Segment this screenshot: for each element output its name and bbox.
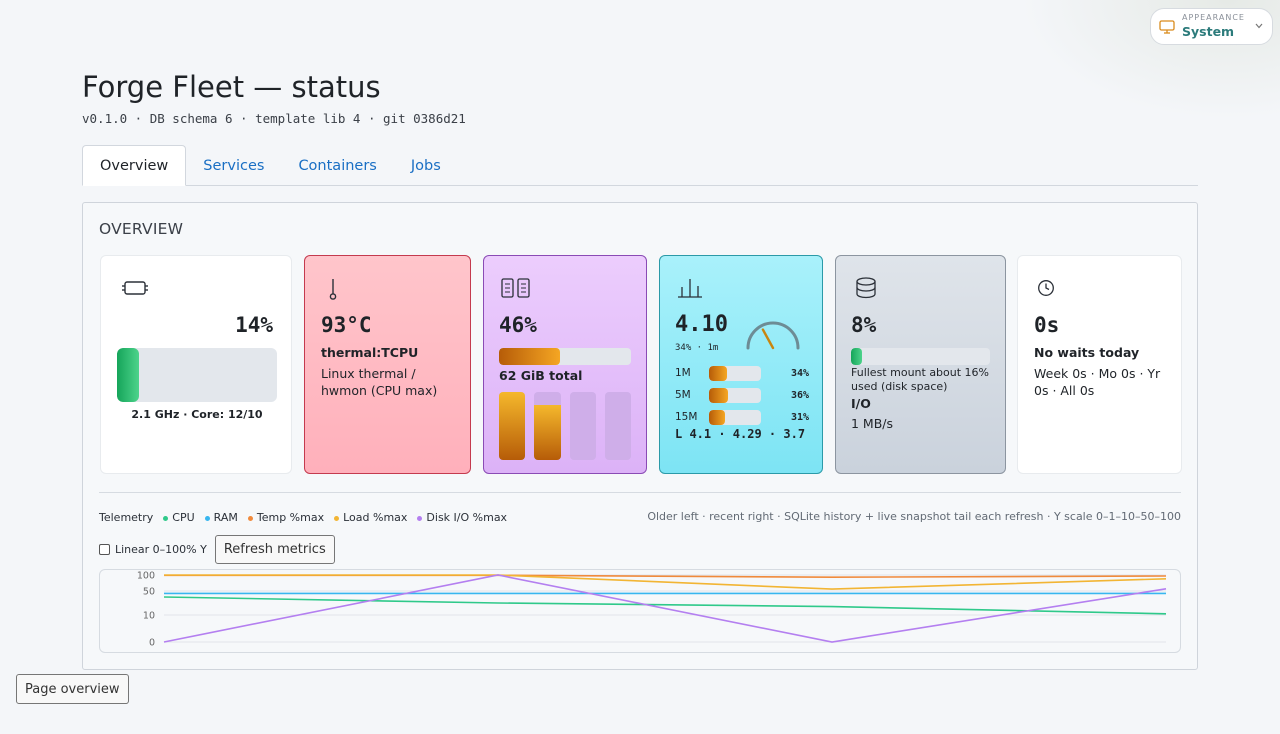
cpu-card: 14% 2.1 GHz · Core: 12/10 (100, 255, 292, 474)
load-rows: 1M 34% 5M 36% 15M 31% (675, 362, 809, 428)
chart-series-disk-i-o-max (163, 574, 1167, 643)
disk-value: 8% (851, 313, 877, 337)
disk-meter-fill (851, 348, 863, 365)
cpu-value: 14% (235, 313, 273, 337)
temperature-source: Linux thermal / hwmon (CPU max) (321, 366, 438, 398)
tab-jobs[interactable]: Jobs (410, 157, 441, 174)
page-title: Forge Fleet — status (82, 70, 381, 104)
cpu-chip-icon (122, 281, 148, 295)
tab-bar: Overview Services Containers Jobs (82, 145, 1198, 186)
memory-icon (501, 278, 530, 298)
legend-ram: RAM (204, 511, 238, 524)
load-footer: L 4.1 · 4.29 · 3.7 (675, 427, 806, 441)
legend-disk-io: Disk I/O %max (417, 511, 507, 524)
telemetry-legend: Telemetry CPU RAM Temp %max Load %max Di… (99, 511, 507, 524)
chevron-down-icon (1255, 23, 1263, 29)
appearance-toggle[interactable]: APPEARANCE System (1150, 8, 1273, 45)
disk-card: 8% Fullest mount about 16% used (disk sp… (835, 255, 1006, 474)
waits-card: 0s No waits today Week 0s · Mo 0s · Yr 0… (1017, 255, 1182, 474)
version-info: v0.1.0 · DB schema 6 · template lib 4 · … (82, 111, 466, 126)
waits-headline: No waits today (1034, 345, 1140, 360)
cpu-meter-fill (117, 348, 140, 402)
tab-containers[interactable]: Containers (298, 157, 377, 174)
appearance-value: System (1182, 24, 1235, 40)
chart-y-tick: 50 (143, 587, 155, 598)
chart-series-cpu (163, 596, 1167, 615)
memory-total: 62 GiB total (499, 368, 583, 383)
load-row-label: 5M (675, 389, 691, 401)
chart-y-tick: 10 (143, 611, 155, 622)
disk-io-value: 1 MB/s (851, 416, 894, 431)
temperature-value: 93°C (321, 313, 372, 337)
memory-meter-fill (499, 348, 560, 365)
chart-y-tick: 100 (137, 571, 155, 582)
telemetry-title: Telemetry (99, 511, 154, 524)
load-value: 4.10 (675, 312, 728, 337)
memory-bars (499, 392, 631, 460)
memory-bar (499, 392, 526, 460)
load-row: 15M 31% (675, 406, 809, 428)
load-row-label: 15M (675, 411, 698, 423)
chart-series-load-max (164, 574, 1167, 590)
legend-cpu: CPU (163, 511, 195, 524)
memory-bar (604, 392, 631, 460)
load-row-pct: 36% (790, 389, 809, 401)
disk-note: Fullest mount about 16% used (disk space… (851, 366, 989, 393)
load-row-meter (709, 409, 761, 425)
legend-load: Load %max (334, 511, 407, 524)
cpu-meter (117, 348, 277, 402)
memory-meter (499, 348, 631, 365)
cpu-caption: 2.1 GHz · Core: 12/10 (131, 408, 263, 421)
memory-bar (534, 392, 561, 460)
chart-y-tick: 0 (149, 638, 155, 649)
monitor-icon (1159, 19, 1175, 34)
load-row-fill (709, 365, 727, 381)
temperature-sensor: thermal:TCPU (321, 345, 419, 360)
load-row-meter (709, 365, 761, 381)
refresh-metrics-button[interactable]: Refresh metrics (214, 535, 335, 564)
thermometer-icon (329, 279, 337, 300)
load-card: 4.10 34% · 1m 1M 34% 5M 36% 15M 31% L 4.1 · 4… (659, 255, 823, 474)
telemetry-note: Older left · recent right · SQLite histo… (647, 510, 1181, 523)
load-row-fill (709, 409, 726, 425)
legend-temp: Temp %max (247, 511, 324, 524)
linear-scale-row: Linear 0–100% Y Refresh metrics (99, 535, 335, 564)
page-overview-button[interactable]: Page overview (16, 674, 129, 704)
waits-value: 0s (1034, 313, 1060, 337)
telemetry-chart: 100 50 10 0 (99, 569, 1181, 653)
load-row-pct: 34% (790, 367, 809, 379)
load-subtitle: 34% · 1m (675, 343, 719, 353)
overview-panel: OVERVIEW 14% 2.1 GHz · Core: 12/10 93°C … (82, 202, 1198, 670)
gauge-needle (761, 328, 775, 350)
memory-bar-fill (499, 392, 526, 460)
tab-services[interactable]: Services (203, 157, 265, 174)
divider (99, 492, 1181, 493)
linear-scale-checkbox[interactable] (99, 544, 110, 555)
load-row-label: 1M (675, 367, 691, 379)
clock-icon (1038, 280, 1054, 296)
load-row-meter (709, 387, 761, 403)
linear-scale-label: Linear 0–100% Y (115, 543, 207, 556)
load-row-fill (709, 387, 728, 403)
temperature-card: 93°C thermal:TCPU Linux thermal / hwmon … (304, 255, 471, 474)
appearance-caption: APPEARANCE (1182, 13, 1245, 23)
memory-bar-fill (534, 404, 561, 460)
load-row-pct: 31% (790, 411, 809, 423)
memory-bar (569, 392, 596, 460)
disk-io-label: I/O (851, 396, 871, 411)
load-bars-icon (678, 279, 702, 298)
memory-value: 46% (499, 313, 537, 337)
load-gauge (746, 321, 800, 350)
waits-detail: Week 0s · Mo 0s · Yr 0s · All 0s (1034, 366, 1161, 398)
tab-overview[interactable]: Overview (82, 145, 187, 186)
database-icon (856, 277, 876, 299)
memory-card: 46% 62 GiB total (483, 255, 647, 474)
load-row: 1M 34% (675, 362, 809, 384)
panel-title: OVERVIEW (99, 220, 184, 238)
disk-meter (851, 348, 990, 365)
load-row: 5M 36% (675, 384, 809, 406)
